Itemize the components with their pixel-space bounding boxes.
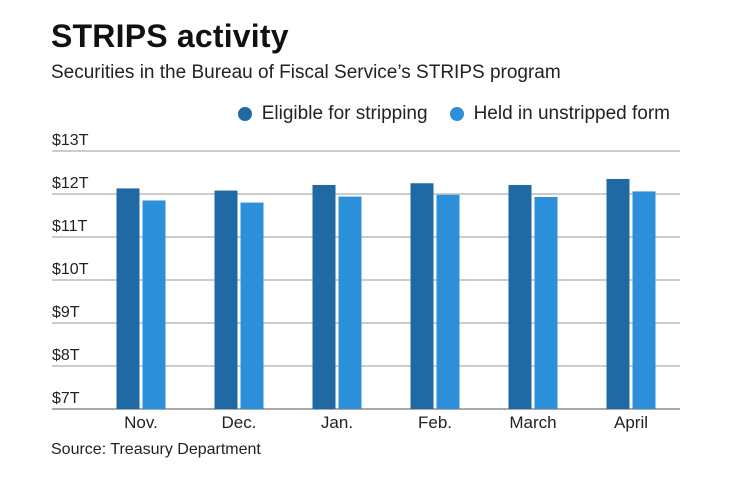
- y-tick-label: $9T: [52, 304, 80, 321]
- x-category-label: Dec.: [222, 413, 257, 432]
- y-tick-labels: $7T $8T $9T $10T $11T $12T $13T: [52, 132, 89, 407]
- bar-unstripped: [338, 196, 362, 409]
- x-category-labels: Nov. Dec. Jan. Feb. March April: [124, 413, 648, 432]
- bar-unstripped: [632, 191, 656, 409]
- legend-swatch-unstripped: [449, 107, 464, 121]
- bar-unstripped: [142, 200, 166, 409]
- bar-eligible: [508, 184, 532, 409]
- x-category-label: Jan.: [321, 413, 353, 432]
- bar-unstripped: [240, 202, 264, 409]
- legend: Eligible for stripping Held in unstrippe…: [216, 103, 670, 125]
- bars: [116, 178, 656, 409]
- bar-eligible: [606, 178, 630, 409]
- y-tick-label: $8T: [52, 347, 80, 364]
- chart-subtitle: Securities in the Bureau of Fiscal Servi…: [51, 62, 561, 83]
- bar-unstripped: [534, 197, 558, 409]
- x-category-label: April: [614, 413, 648, 432]
- chart-title: STRIPS activity: [51, 18, 289, 54]
- y-tick-label: $10T: [52, 261, 89, 278]
- bar-eligible: [312, 184, 336, 409]
- legend-item-eligible: Eligible for stripping: [237, 103, 428, 125]
- x-category-label: Nov.: [124, 413, 158, 432]
- bar-eligible: [214, 190, 238, 409]
- y-tick-label: $13T: [52, 132, 89, 149]
- legend-item-unstripped: Held in unstripped form: [449, 103, 670, 125]
- bar-eligible: [116, 188, 140, 409]
- y-tick-label: $12T: [52, 175, 89, 192]
- legend-label-unstripped: Held in unstripped form: [473, 103, 670, 124]
- bar-eligible: [410, 183, 434, 409]
- x-category-label: Feb.: [418, 413, 452, 432]
- source-note: Source: Treasury Department: [51, 441, 261, 458]
- legend-label-eligible: Eligible for stripping: [261, 103, 428, 124]
- bar-unstripped: [436, 194, 460, 409]
- x-category-label: March: [509, 413, 556, 432]
- legend-swatch-eligible: [237, 107, 252, 121]
- y-tick-label: $7T: [52, 390, 80, 407]
- y-tick-label: $11T: [52, 218, 88, 235]
